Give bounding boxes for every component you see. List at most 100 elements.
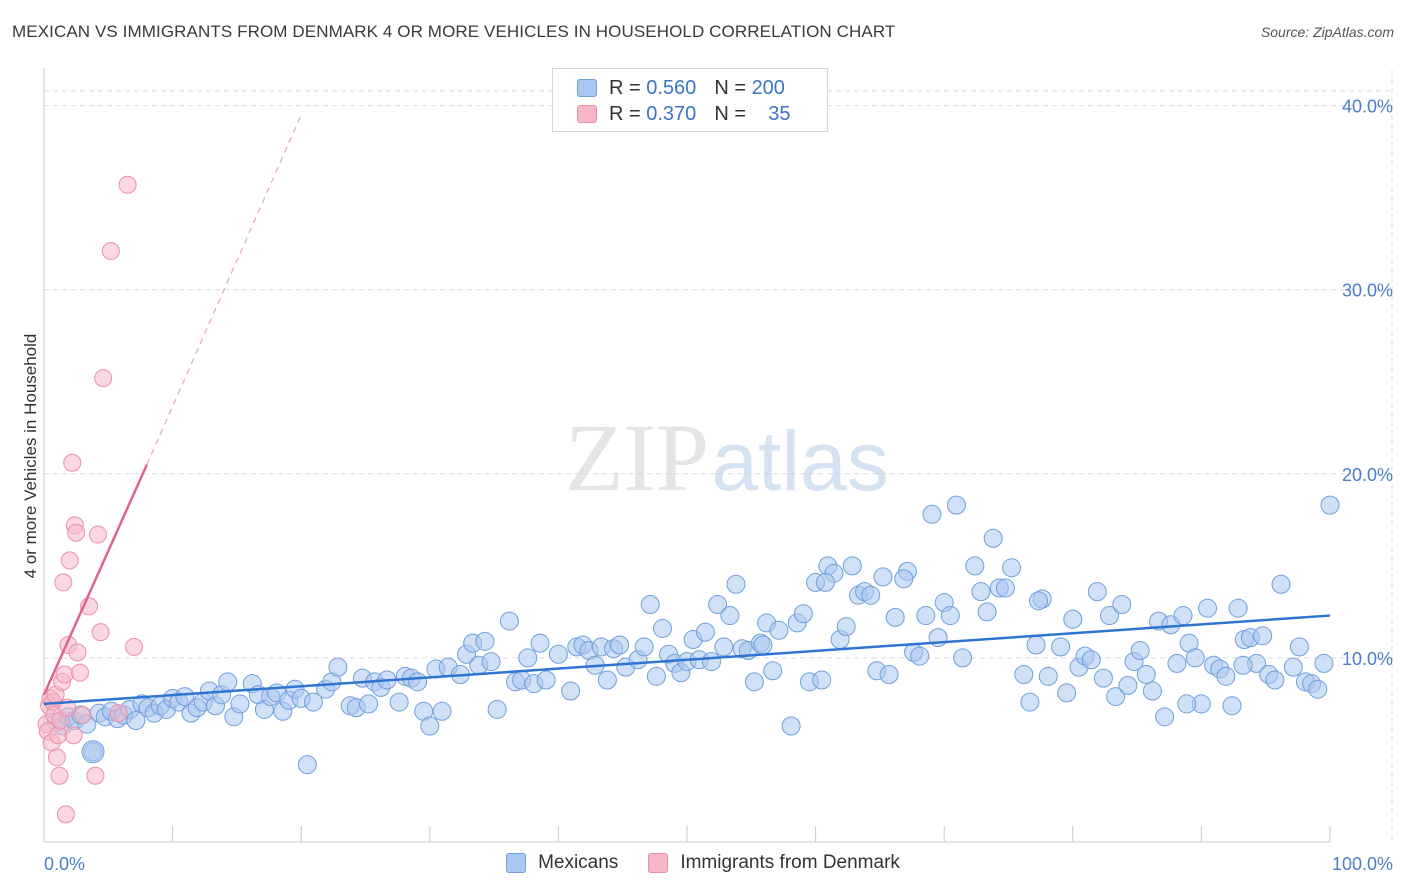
mexicans-point xyxy=(1014,664,1034,684)
y-tick-label: 40.0% xyxy=(1342,97,1393,117)
mexicans-point xyxy=(922,504,942,524)
mexicans-point xyxy=(481,652,501,672)
mexicans-trend-line xyxy=(43,614,1331,706)
watermark: ZIP atlas xyxy=(565,404,889,511)
mexicans-point xyxy=(1308,679,1328,699)
mexicans-point xyxy=(1100,606,1120,626)
chart-title: MEXICAN VS IMMIGRANTS FROM DENMARK 4 OR … xyxy=(12,22,896,41)
mexicans-point xyxy=(879,664,899,684)
mexicans-point xyxy=(640,595,660,615)
mexicans-point xyxy=(1081,650,1101,670)
denmark-point xyxy=(101,242,120,261)
denmark-point xyxy=(67,523,86,542)
mexicans-point xyxy=(126,710,146,730)
mexicans-point xyxy=(1265,670,1285,690)
denmark-point xyxy=(125,637,144,656)
mexicans-point xyxy=(965,556,985,576)
legend-label-denmark: Immigrants from Denmark xyxy=(680,852,900,873)
mexicans-point xyxy=(1130,641,1150,661)
mexicans-point xyxy=(1093,668,1113,688)
legend-n-label: N = xyxy=(714,102,746,125)
mexicans-point xyxy=(753,635,773,655)
mexicans-point xyxy=(1314,653,1334,673)
mexicans-point xyxy=(610,635,630,655)
mexicans-point xyxy=(297,755,317,775)
denmark-point xyxy=(86,766,105,785)
mexicans-point xyxy=(836,617,856,637)
mexicans-point xyxy=(1253,626,1273,646)
y-axis-label: 4 or more Vehicles in Household xyxy=(21,334,40,579)
mexicans-point xyxy=(1057,683,1077,703)
mexicans-point xyxy=(842,556,862,576)
denmark-trend-line xyxy=(42,464,149,696)
correlation-legend: R = 0.560 N = 200 R = 0.370 N = 35 xyxy=(552,68,828,132)
series-legend: Mexicans Immigrants from Denmark xyxy=(0,852,1406,874)
mexicans-point xyxy=(812,670,832,690)
mexicans-point xyxy=(499,611,519,631)
mexicans-point xyxy=(971,582,991,602)
mexicans-point xyxy=(1173,606,1193,626)
denmark-point xyxy=(73,705,92,724)
y-tick-label: 30.0% xyxy=(1342,281,1393,301)
denmark-point xyxy=(64,726,83,745)
mexicans-point xyxy=(1185,648,1205,668)
mexicans-point xyxy=(793,604,813,624)
mexicans-point xyxy=(408,672,428,692)
mexicans-point xyxy=(726,574,746,594)
legend-r-label: R = xyxy=(609,76,641,99)
mexicans-point xyxy=(1106,687,1126,707)
mexicans-point xyxy=(230,694,250,714)
y-tick-label: 20.0% xyxy=(1342,465,1393,485)
tick-labels: 10.0% 20.0% 30.0% 40.0% 0.0% 100.0% xyxy=(44,97,1393,874)
mexicans-point xyxy=(420,716,440,736)
mexicans-point xyxy=(1233,655,1253,675)
mexicans-point xyxy=(1283,657,1303,677)
mexicans-point xyxy=(1177,694,1197,714)
mexicans-point xyxy=(1271,574,1291,594)
watermark-zip: ZIP xyxy=(565,404,709,511)
mexicans-point xyxy=(701,652,721,672)
mexicans-point xyxy=(708,595,728,615)
denmark-point xyxy=(56,805,75,824)
mexicans-point xyxy=(359,694,379,714)
mexicans-point xyxy=(175,687,195,707)
mexicans-point xyxy=(303,692,323,712)
mexicans-point xyxy=(695,622,715,642)
mexicans-point xyxy=(885,607,905,627)
denmark-point xyxy=(94,369,113,388)
mexicans-point xyxy=(1222,696,1242,716)
legend-r-value: 0.370 xyxy=(646,102,697,125)
mexicans-point xyxy=(781,716,801,736)
mexicans-point xyxy=(218,672,238,692)
mexicans-point xyxy=(894,569,914,589)
denmark-point xyxy=(50,766,69,785)
legend-swatch-mexicans xyxy=(506,853,527,873)
mexicans-point xyxy=(1087,582,1107,602)
mexicans-point xyxy=(983,528,1003,548)
mexicans-points xyxy=(46,495,1340,775)
mexicans-point xyxy=(1112,595,1132,615)
legend-item-mexicans: Mexicans xyxy=(506,852,618,874)
mexicans-point xyxy=(815,572,835,592)
mexicans-point xyxy=(714,637,734,657)
mexicans-point xyxy=(634,637,654,657)
mexicans-point xyxy=(995,578,1015,598)
legend-label-mexicans: Mexicans xyxy=(538,852,619,873)
denmark-point xyxy=(54,573,73,592)
mexicans-point xyxy=(561,681,581,701)
x-tick-label: 100.0% xyxy=(1332,854,1393,874)
legend-swatch-blue xyxy=(577,79,597,97)
mexicans-point xyxy=(769,620,789,640)
mexicans-point xyxy=(916,606,936,626)
legend-item-denmark: Immigrants from Denmark xyxy=(648,852,900,874)
x-tick-label: 0.0% xyxy=(44,854,85,874)
mexicans-point xyxy=(1142,681,1162,701)
legend-r-label: R = xyxy=(609,102,641,125)
mexicans-point xyxy=(763,661,783,681)
source-credit: Source: ZipAtlas.com xyxy=(1260,24,1394,40)
denmark-point xyxy=(47,748,66,767)
mexicans-point xyxy=(861,585,881,605)
legend-r-value: 0.560 xyxy=(646,76,697,99)
legend-swatch-denmark xyxy=(648,853,669,873)
